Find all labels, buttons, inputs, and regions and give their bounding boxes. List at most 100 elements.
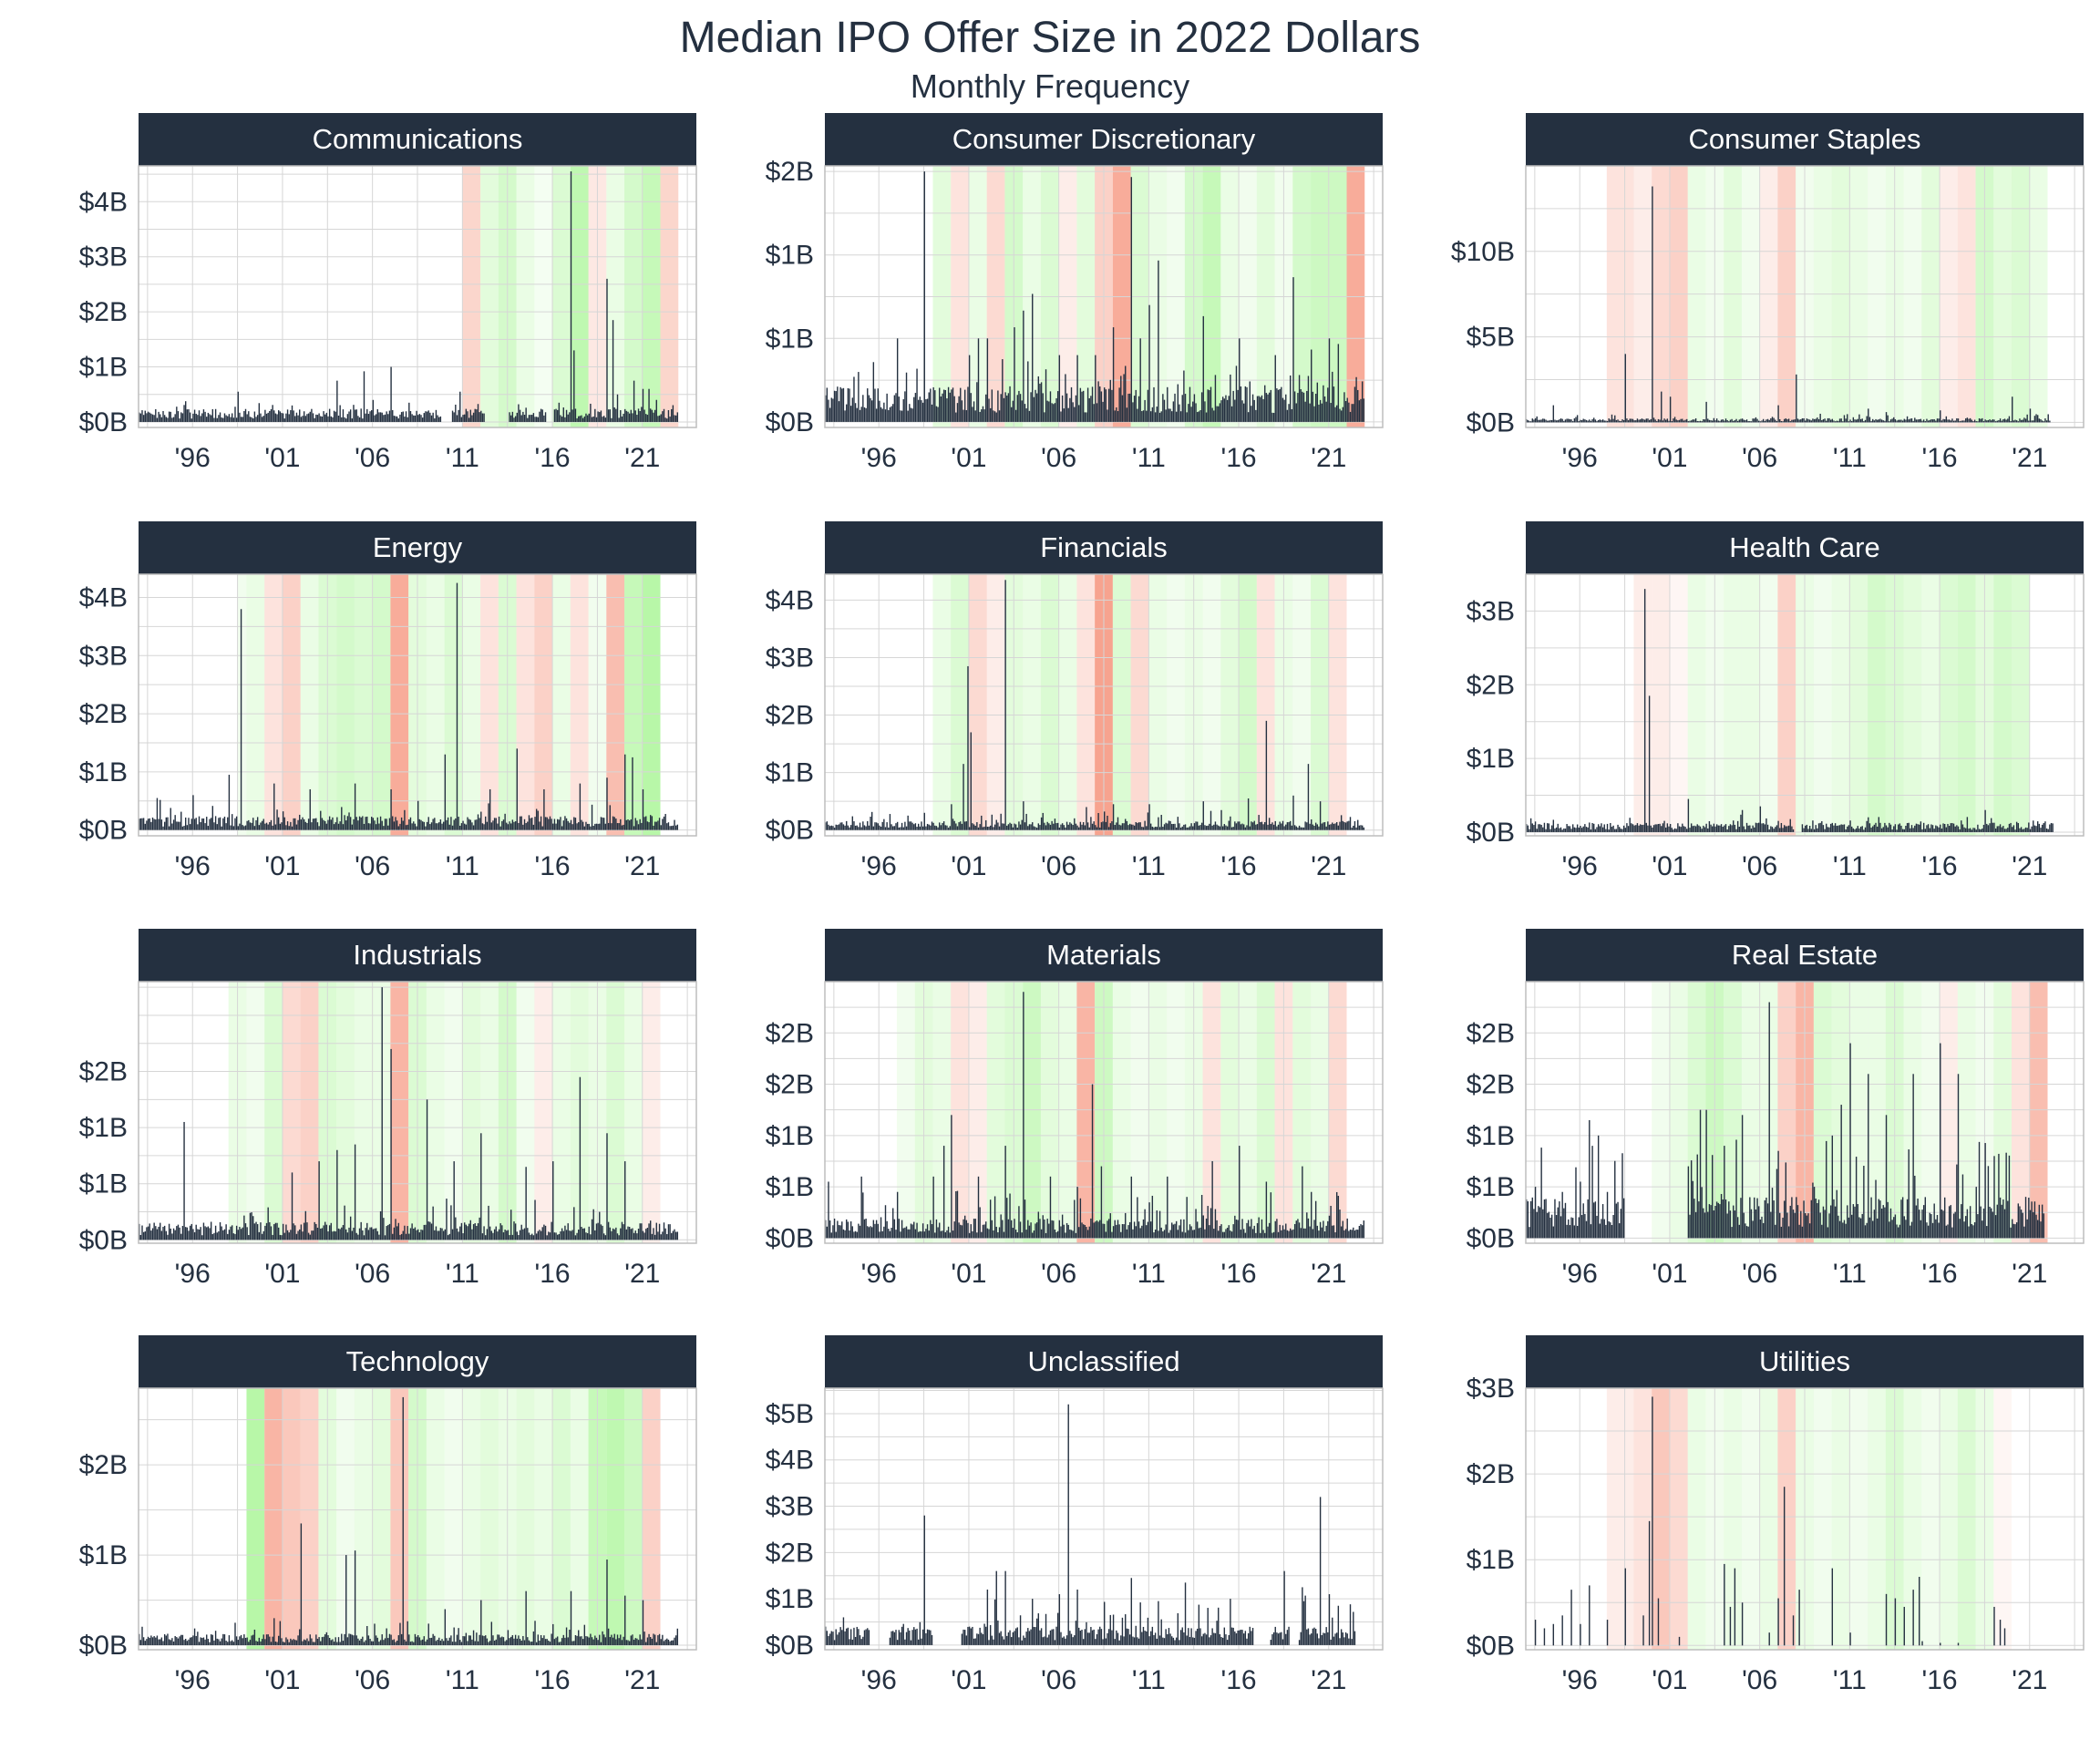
bar: [988, 1640, 990, 1645]
bar: [914, 1629, 917, 1645]
bar: [1336, 1191, 1338, 1239]
bar: [435, 1641, 438, 1646]
bar: [2035, 826, 2037, 832]
bar: [557, 1636, 559, 1646]
bar: [958, 822, 960, 830]
bar: [892, 826, 894, 830]
y-tick-label: $1B: [79, 1169, 128, 1199]
bar: [185, 817, 187, 830]
bar: [223, 1229, 226, 1240]
bar: [676, 1628, 679, 1646]
bar: [417, 1229, 419, 1240]
bar: [1624, 354, 1626, 423]
bar: [1114, 825, 1116, 830]
bar: [1241, 1219, 1243, 1239]
bar: [290, 821, 292, 830]
bar: [833, 390, 836, 422]
bar: [599, 412, 601, 422]
bar: [1555, 827, 1558, 832]
bar: [1766, 1203, 1769, 1239]
bar: [1783, 825, 1786, 832]
bar: [1884, 420, 1886, 423]
y-tick-label: $0B: [1467, 407, 1515, 438]
bar: [384, 414, 386, 422]
bar: [497, 1231, 499, 1240]
regime-band: [1606, 166, 1634, 427]
bar: [1328, 1215, 1331, 1239]
bar: [510, 1210, 512, 1240]
bar: [1193, 1230, 1196, 1239]
bar: [1179, 1630, 1182, 1645]
bar: [1687, 1166, 1690, 1239]
bar: [1186, 827, 1188, 830]
bar: [1234, 1631, 1236, 1645]
bar: [2003, 1628, 2006, 1646]
bar: [1912, 1590, 1914, 1646]
bar: [1153, 827, 1155, 830]
bar: [1006, 825, 1008, 830]
bar: [1851, 420, 1853, 423]
bar: [828, 824, 829, 830]
bar: [1842, 824, 1844, 832]
bar: [320, 1228, 322, 1240]
bar: [1993, 1156, 1995, 1239]
bar: [658, 818, 661, 830]
bar: [599, 1211, 601, 1240]
bar: [1834, 823, 1837, 832]
bar: [405, 1233, 407, 1240]
bar: [527, 821, 529, 830]
bar: [970, 393, 972, 422]
bar: [1819, 1212, 1821, 1239]
x-tick-label: '16: [1922, 1665, 1958, 1695]
bar: [251, 822, 252, 830]
bar: [883, 818, 885, 830]
x-tick-label: '16: [1221, 1665, 1257, 1695]
bar: [1144, 1209, 1146, 1239]
bar: [1295, 403, 1297, 422]
bar: [341, 1227, 343, 1240]
bar: [255, 417, 257, 422]
bar: [328, 1225, 331, 1240]
x-tick-label: '01: [1652, 851, 1687, 881]
bar: [1699, 826, 1702, 832]
bar: [409, 1642, 412, 1646]
y-tick-label: $2B: [766, 1070, 814, 1100]
bar: [1570, 419, 1572, 423]
bar: [611, 1634, 612, 1646]
bar: [548, 1640, 550, 1646]
bar: [1880, 419, 1883, 423]
bar: [548, 818, 550, 830]
bar: [1255, 1232, 1257, 1239]
bar: [1989, 419, 1991, 423]
bar: [441, 823, 443, 830]
bar: [1076, 1589, 1078, 1645]
bar: [998, 410, 1001, 422]
bar: [599, 823, 601, 830]
bar: [1659, 419, 1661, 423]
x-tick-label: '21: [624, 1665, 660, 1695]
bar: [1340, 410, 1343, 422]
bar: [1343, 1230, 1345, 1239]
bar: [1938, 1222, 1940, 1239]
bar: [344, 1633, 345, 1646]
bar: [502, 819, 505, 830]
bar: [1045, 369, 1047, 422]
bar: [1968, 829, 1970, 832]
bar: [405, 411, 407, 422]
bar: [1179, 411, 1182, 422]
bar: [397, 1222, 400, 1240]
bar: [1325, 1225, 1327, 1239]
bar: [1078, 405, 1080, 422]
bar: [1090, 1218, 1092, 1239]
bar: [1740, 814, 1742, 832]
bar: [481, 1233, 484, 1240]
bar: [664, 1639, 666, 1646]
bar: [1621, 1153, 1623, 1239]
bar: [1803, 1200, 1805, 1239]
bar: [1863, 421, 1865, 423]
bar: [1112, 1226, 1115, 1239]
bar: [1582, 418, 1584, 423]
bar: [163, 821, 166, 830]
bar: [1209, 1225, 1210, 1239]
bar: [1861, 1213, 1863, 1239]
